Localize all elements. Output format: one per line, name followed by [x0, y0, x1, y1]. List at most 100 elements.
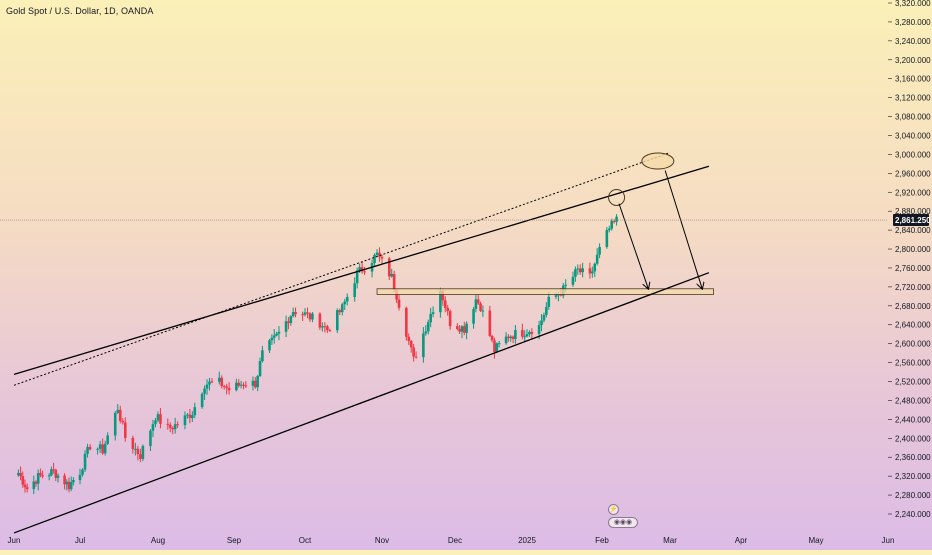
y-tick-label: 2,280.000 — [895, 491, 931, 500]
candle-body — [154, 420, 157, 425]
candle-body — [504, 336, 508, 344]
candle-body — [460, 326, 464, 332]
candle-body — [345, 296, 349, 302]
candle-body — [595, 254, 599, 264]
candle-body — [244, 385, 248, 387]
candle-body — [456, 326, 459, 329]
lightning-icon[interactable]: ⚡ — [608, 504, 619, 515]
candle-body — [19, 472, 22, 477]
candle-body — [156, 414, 160, 421]
channel-dotted-line — [13, 152, 671, 386]
candle-body — [530, 331, 534, 334]
y-tick-label: 2,800.000 — [895, 245, 931, 254]
y-tick-label: 2,480.000 — [895, 396, 931, 405]
candle-body — [528, 331, 531, 335]
candle-body — [306, 312, 309, 314]
y-tick-label: 2,840.000 — [895, 226, 931, 235]
y-tick-label: 3,160.000 — [895, 75, 931, 84]
candle-body — [426, 322, 430, 332]
candle-body — [256, 376, 259, 388]
candle-body — [41, 475, 44, 477]
x-tick-label: Jul — [75, 536, 85, 545]
candle-body — [481, 310, 485, 312]
candle-body — [261, 350, 264, 362]
candle-body — [326, 326, 329, 331]
y-tick-label: 2,680.000 — [895, 302, 931, 311]
x-tick-label: Jun — [882, 536, 895, 545]
candle-body — [151, 424, 155, 431]
y-tick-label: 3,280.000 — [895, 18, 931, 27]
candle-body — [47, 475, 51, 477]
candle-body — [168, 424, 172, 428]
candle-body — [412, 347, 415, 357]
candle-body — [612, 221, 616, 223]
y-tick-label: 2,920.000 — [895, 188, 931, 197]
candle-body — [340, 304, 344, 313]
candle-body — [574, 269, 577, 277]
candle-body — [338, 310, 342, 313]
candle-body — [422, 333, 425, 358]
candle-body — [36, 473, 40, 484]
candle-body — [375, 252, 379, 255]
candle-body — [173, 424, 177, 430]
candle-body — [458, 328, 461, 332]
x-tick-label: Aug — [151, 536, 165, 545]
candle-body — [378, 252, 381, 257]
support-zone — [376, 288, 714, 295]
candle-body — [123, 422, 127, 438]
event-bubbles-icon[interactable]: ◉◉◉ — [608, 517, 638, 528]
y-tick-label: 2,560.000 — [895, 359, 931, 368]
candle-body — [186, 414, 189, 416]
candle-body — [615, 216, 618, 222]
x-tick-label: Jun — [8, 536, 21, 545]
current-price-label: 2,861.250 — [895, 216, 931, 225]
candle-body — [81, 469, 84, 475]
candle-body — [343, 301, 347, 305]
candle-body — [86, 447, 89, 454]
candle-body — [511, 336, 515, 339]
candle-body — [222, 386, 226, 388]
candle-body — [270, 337, 274, 341]
x-tick-label: 2025 — [518, 536, 536, 545]
candle-body — [63, 475, 66, 485]
candle-body — [239, 384, 243, 386]
candle-body — [242, 384, 245, 386]
candle-body — [98, 444, 102, 449]
candle-body — [205, 384, 209, 389]
candle-body — [116, 409, 120, 413]
x-tick-label: Nov — [375, 536, 389, 545]
candle-body — [52, 469, 55, 471]
candle-body — [113, 412, 117, 436]
candle-body — [521, 330, 524, 337]
candle-body — [542, 314, 546, 321]
candle-body — [291, 312, 295, 317]
candle-body — [176, 424, 179, 426]
candle-body — [131, 437, 135, 450]
candle-body — [578, 268, 582, 273]
candle-body — [488, 310, 492, 336]
y-tick-label: 2,600.000 — [895, 340, 931, 349]
candle-body — [405, 307, 408, 337]
candle-body — [472, 309, 475, 324]
candle-body — [227, 387, 231, 391]
candle-body — [465, 323, 468, 333]
candle-body — [564, 284, 568, 286]
candle-body — [134, 448, 137, 450]
target-ellipse — [608, 188, 626, 206]
candle-body — [495, 343, 499, 352]
y-tick-label: 2,520.000 — [895, 378, 931, 387]
candle-body — [210, 381, 214, 383]
y-tick-label: 3,240.000 — [895, 37, 931, 46]
candle-body — [268, 340, 271, 351]
candle-body — [441, 290, 445, 301]
y-tick-label: 3,040.000 — [895, 131, 931, 140]
y-tick-label: 2,400.000 — [895, 434, 931, 443]
candle-body — [258, 361, 262, 377]
candle-body — [308, 313, 312, 320]
candle-body — [559, 294, 563, 296]
candle-body — [321, 326, 324, 328]
candle-body — [272, 335, 276, 338]
y-tick-label: 2,360.000 — [895, 453, 931, 462]
